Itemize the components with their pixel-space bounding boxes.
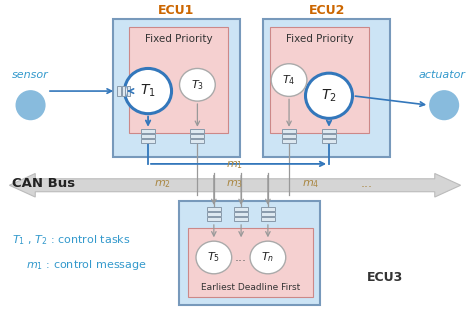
Text: CAN Bus: CAN Bus [12, 177, 75, 190]
Ellipse shape [196, 241, 232, 274]
Bar [113, 19, 240, 157]
Text: Fixed Priority: Fixed Priority [286, 34, 353, 44]
Text: actuator: actuator [418, 70, 465, 80]
Text: $m_1$: $m_1$ [227, 159, 243, 171]
Bar [322, 129, 336, 133]
Text: $m_2$: $m_2$ [154, 178, 171, 190]
Text: ECU2: ECU2 [308, 4, 345, 18]
Bar [122, 86, 125, 96]
Ellipse shape [306, 73, 352, 118]
Bar [322, 134, 336, 138]
Text: ECU3: ECU3 [367, 271, 404, 284]
Bar [207, 207, 221, 211]
Bar [207, 217, 221, 221]
Bar [190, 139, 204, 143]
Text: $T_3$: $T_3$ [191, 78, 204, 92]
Text: ...: ... [360, 177, 373, 190]
Bar [234, 207, 248, 211]
Bar [179, 201, 320, 305]
Text: $m_4$: $m_4$ [302, 178, 319, 190]
Bar [261, 212, 275, 216]
Ellipse shape [250, 241, 286, 274]
Ellipse shape [16, 90, 46, 120]
Bar [190, 129, 204, 133]
Ellipse shape [429, 90, 459, 120]
Text: sensor: sensor [12, 70, 49, 80]
Text: ...: ... [235, 251, 247, 264]
Bar [261, 217, 275, 221]
Ellipse shape [180, 68, 215, 101]
Bar [129, 27, 228, 133]
Text: $T_4$: $T_4$ [282, 73, 296, 87]
Bar [270, 27, 369, 133]
Bar [261, 207, 275, 211]
Bar [322, 139, 336, 143]
Bar [188, 228, 313, 297]
Ellipse shape [125, 68, 172, 114]
Text: $T_1$ , $T_2$ : control tasks: $T_1$ , $T_2$ : control tasks [12, 233, 130, 247]
Text: $T_1$: $T_1$ [140, 83, 156, 99]
Bar [190, 134, 204, 138]
Bar [127, 86, 130, 96]
Bar [263, 19, 390, 157]
Bar [282, 139, 296, 143]
Bar [282, 129, 296, 133]
Bar [234, 212, 248, 216]
Text: $m_3$: $m_3$ [227, 178, 243, 190]
Text: $m_1$ : control message: $m_1$ : control message [12, 258, 147, 272]
Ellipse shape [271, 64, 307, 96]
Bar [141, 134, 155, 138]
Text: Earliest Deadline First: Earliest Deadline First [201, 283, 300, 292]
Bar [234, 217, 248, 221]
Text: $T_5$: $T_5$ [207, 251, 220, 264]
Polygon shape [9, 173, 461, 197]
Bar [207, 212, 221, 216]
Bar [118, 86, 120, 96]
Text: $T_2$: $T_2$ [321, 88, 337, 104]
Text: $T_n$: $T_n$ [261, 251, 274, 264]
Text: ECU1: ECU1 [158, 4, 195, 18]
Bar [282, 134, 296, 138]
Bar [141, 139, 155, 143]
Text: Fixed Priority: Fixed Priority [145, 34, 212, 44]
Bar [141, 129, 155, 133]
